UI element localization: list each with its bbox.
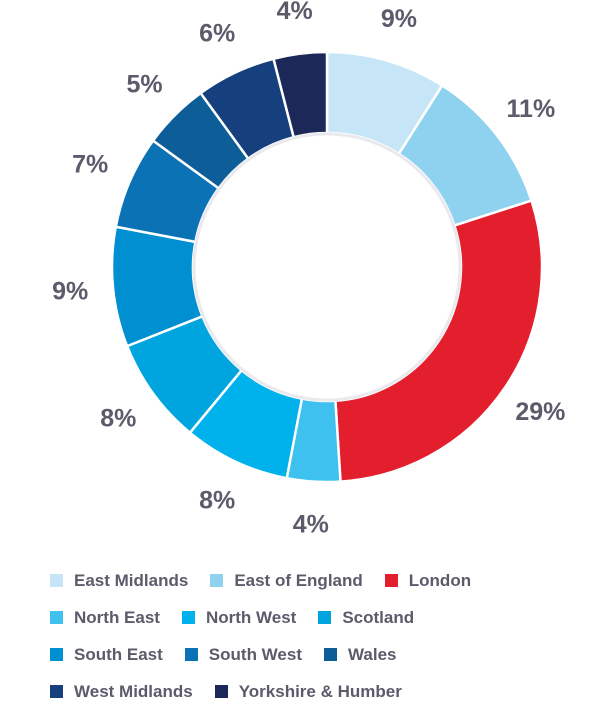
legend-label: West Midlands: [74, 681, 193, 701]
donut-chart: 9% 11% 29% 4% 8% 8% 9% 7% 5% 6% 4%: [52, 0, 565, 535]
legend-item-scotland: Scotland: [318, 608, 414, 628]
legend-label: South West: [208, 644, 302, 664]
legend-label: London: [408, 570, 472, 590]
data-label-east-midlands: 9%: [381, 5, 417, 33]
legend-swatch: [214, 685, 228, 698]
donut-hole: [192, 132, 462, 402]
legend-item-west-midlands: West Midlands: [50, 682, 193, 702]
legend-label: East Midlands: [74, 570, 189, 590]
legend-row: West Midlands Yorkshire & Humber: [50, 673, 590, 710]
data-label-yorkshire-and-humber: 4%: [277, 0, 313, 25]
legend-swatch: [181, 611, 195, 624]
legend-item-east-midlands: East Midlands: [50, 571, 188, 591]
legend-swatch: [323, 648, 337, 661]
legend-item-yorkshire-and-humber: Yorkshire & Humber: [214, 681, 402, 702]
data-label-london: 29%: [515, 398, 565, 426]
legend-item-south-west: South West: [184, 644, 302, 665]
legend-label: Wales: [347, 644, 397, 664]
legend-swatch: [384, 574, 398, 587]
legend-item-east-of-england: East of England: [210, 570, 363, 591]
data-label-east-of-england: 11%: [507, 95, 556, 123]
legend-row: South East South West Wales: [50, 636, 590, 673]
data-label-south-east: 9%: [52, 277, 88, 305]
legend-label: South East: [74, 644, 163, 664]
data-label-north-west: 8%: [199, 486, 235, 514]
data-label-scotland: 8%: [100, 405, 136, 433]
legend-label: East of England: [234, 570, 363, 590]
legend-swatch: [50, 574, 63, 587]
legend-swatch: [50, 648, 63, 661]
legend-swatch: [50, 611, 63, 624]
data-label-north-east: 4%: [293, 510, 329, 535]
legend-label: North West: [205, 607, 297, 627]
legend-item-north-west: North West: [181, 607, 297, 628]
legend-label: Yorkshire & Humber: [238, 681, 402, 701]
legend-swatch: [184, 648, 198, 661]
legend-item-london: London: [384, 570, 472, 591]
legend-item-wales: Wales: [323, 644, 397, 665]
data-label-south-west: 7%: [72, 151, 108, 179]
legend-row: North East North West Scotland: [50, 599, 590, 636]
legend-label: Scotland: [342, 607, 415, 627]
data-label-wales: 5%: [126, 71, 162, 99]
legend-row: East Midlands East of England London: [50, 562, 590, 599]
legend-item-north-east: North East: [50, 608, 160, 628]
legend-label: North East: [74, 607, 160, 627]
legend-swatch: [318, 611, 332, 624]
chart-legend: East Midlands East of England London North …: [50, 562, 590, 710]
data-label-west-midlands: 6%: [199, 20, 235, 48]
legend-swatch: [210, 574, 224, 587]
legend-swatch: [50, 685, 63, 698]
legend-item-south-east: South East: [50, 645, 163, 665]
